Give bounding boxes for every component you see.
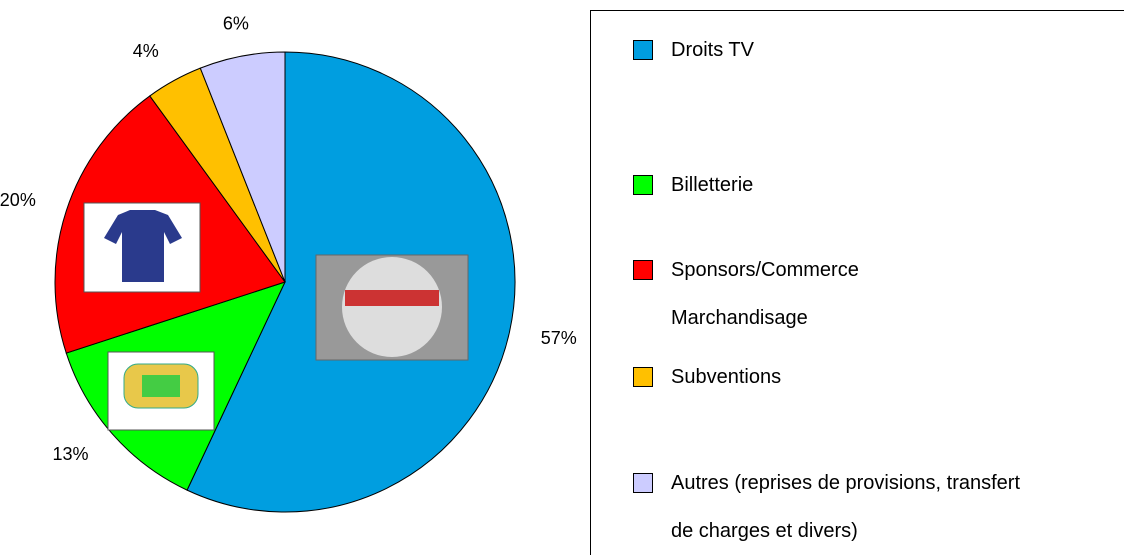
legend-swatch bbox=[633, 40, 653, 60]
legend-swatch bbox=[633, 473, 653, 493]
data-label: 57% bbox=[541, 328, 577, 348]
data-label: 13% bbox=[52, 444, 88, 464]
page: 57% 13% 20% 4% 6% Droits TV Billetterie Sponso… bbox=[0, 0, 1124, 546]
tv-icon-bars bbox=[345, 290, 439, 306]
chart: 57% 13% 20% 4% 6% bbox=[0, 0, 590, 546]
stadium-field bbox=[142, 375, 180, 397]
legend-swatch bbox=[633, 367, 653, 387]
legend-label: Sponsors/Commerce Marchandisage bbox=[671, 246, 1124, 342]
legend-label: Subventions bbox=[671, 353, 1124, 401]
legend-swatch bbox=[633, 175, 653, 195]
legend-label: Droits TV bbox=[671, 26, 1124, 74]
data-label: 20% bbox=[0, 190, 36, 210]
legend-label: Autres (reprises de provisions, transfer… bbox=[671, 459, 1124, 555]
data-label: 6% bbox=[223, 13, 249, 33]
legend: Droits TV Billetterie Sponsors/Commerce Ma… bbox=[590, 10, 1124, 555]
data-label: 4% bbox=[133, 41, 159, 61]
tv-icon-disc bbox=[342, 257, 442, 357]
legend-swatch bbox=[633, 260, 653, 280]
legend-label: Billetterie bbox=[671, 161, 1124, 209]
